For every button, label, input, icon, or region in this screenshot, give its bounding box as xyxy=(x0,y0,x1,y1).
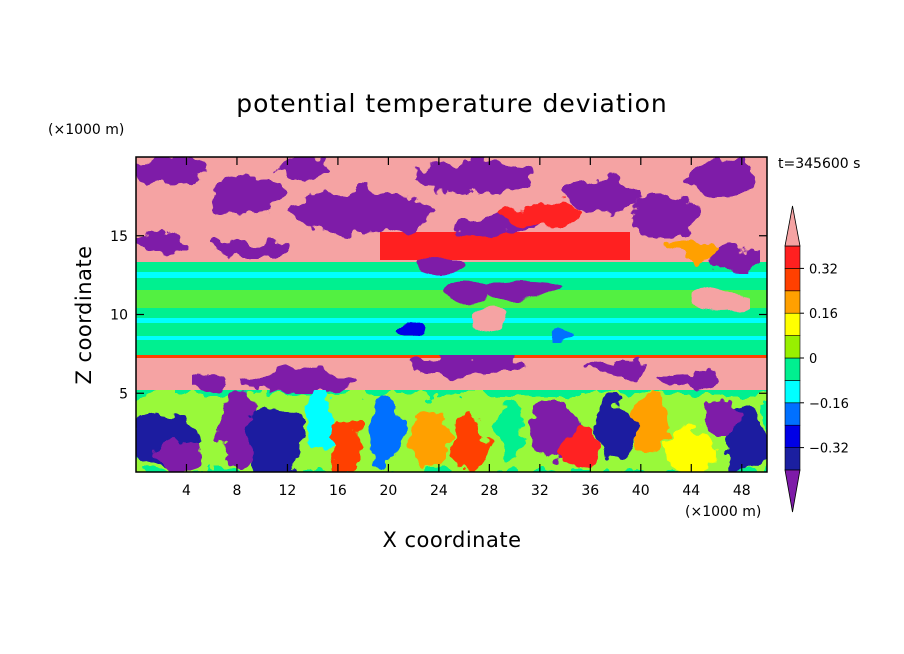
colorbar-cell xyxy=(784,290,801,314)
colorbar-tick-label: 0.32 xyxy=(809,262,838,277)
x-unit-label: (×1000 m) xyxy=(685,504,761,520)
x-tick-label: 12 xyxy=(279,483,297,499)
x-axis-label: X coordinate xyxy=(382,528,521,552)
bottom-plumes xyxy=(136,390,767,472)
colorbar-cell xyxy=(784,402,801,426)
lower-blobs xyxy=(192,355,720,394)
y-unit-label: (×1000 m) xyxy=(48,122,124,138)
colorbar: 0.32 0.16 0 −0.16 −0.32 xyxy=(784,205,849,513)
x-tick-label: 44 xyxy=(682,483,700,499)
upper-blobs xyxy=(136,157,760,274)
y-axis: 5 10 15 xyxy=(110,229,767,402)
colorbar-tick-label: −0.16 xyxy=(809,397,849,412)
x-tick-label: 8 xyxy=(232,483,241,499)
colorbar-cell xyxy=(784,245,801,269)
x-tick-label: 40 xyxy=(632,483,650,499)
x-tick-label: 20 xyxy=(379,483,397,499)
colorbar-tick-label: 0 xyxy=(809,352,817,367)
colorbar-extend-bottom xyxy=(784,469,801,513)
y-tick-label: 5 xyxy=(119,386,128,402)
x-tick-label: 48 xyxy=(733,483,751,499)
x-tick-label: 36 xyxy=(581,483,599,499)
x-tick-label: 16 xyxy=(329,483,347,499)
colorbar-cell xyxy=(784,335,801,359)
colorbar-tick-label: 0.16 xyxy=(809,307,838,322)
colorbar-cell xyxy=(784,312,801,336)
field-red-band xyxy=(380,232,630,260)
x-tick-label: 28 xyxy=(480,483,498,499)
colorbar-cell xyxy=(784,357,801,381)
field-cyan-band-2 xyxy=(136,318,767,323)
colorbar-cell xyxy=(784,424,801,448)
colorbar-tick-label: −0.32 xyxy=(809,442,849,457)
chart-title: potential temperature deviation xyxy=(236,89,667,118)
field-cyan-band-3 xyxy=(136,336,767,340)
x-tick-label: 4 xyxy=(182,483,191,499)
y-tick-label: 10 xyxy=(110,308,128,324)
colorbar-cell xyxy=(784,268,801,292)
colorbar-cell xyxy=(784,447,801,471)
y-tick-label: 15 xyxy=(110,229,128,245)
contour-field xyxy=(136,157,767,472)
colorbar-extend-top xyxy=(784,205,801,247)
x-axis: 4 8 12 16 20 24 28 32 36 40 44 48 xyxy=(182,157,751,499)
x-tick-label: 32 xyxy=(531,483,549,499)
field-cyan-band xyxy=(136,272,767,278)
time-label: t=345600 s xyxy=(778,156,860,172)
colorbar-cell xyxy=(784,380,801,404)
x-tick-label: 24 xyxy=(430,483,448,499)
y-axis-label: Z coordinate xyxy=(72,245,96,384)
middle-blobs xyxy=(395,257,750,343)
